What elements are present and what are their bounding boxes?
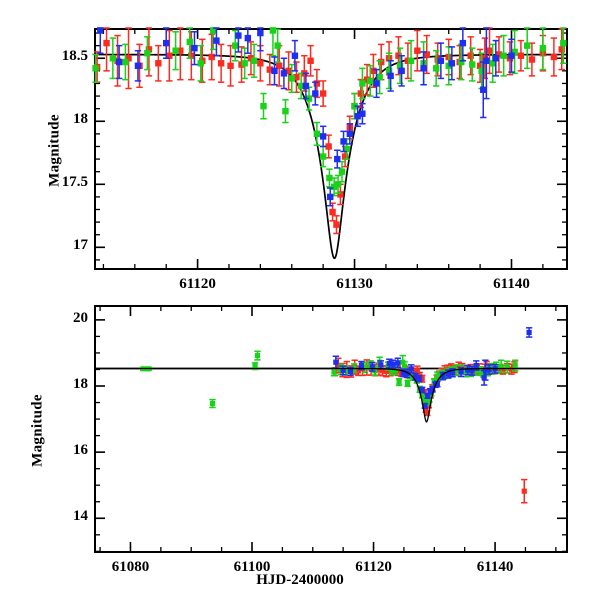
y-tick-label-14: 14 — [73, 508, 88, 525]
y-tick-label-16: 16 — [73, 442, 88, 459]
x-tick-label-61140: 61140 — [493, 276, 530, 292]
x-tick-label-61080: 61080 — [111, 559, 150, 575]
x-tick-label-61140: 61140 — [476, 559, 514, 575]
y-tick-label-20: 20 — [73, 309, 88, 326]
y-tick-label-17.5: 17.5 — [61, 174, 88, 191]
microlensing-model-curve-overview — [94, 367, 568, 423]
y-tick-label-18.5: 18.5 — [61, 48, 88, 65]
x-tick-label-61100: 61100 — [233, 559, 271, 575]
data-series-red — [331, 357, 528, 504]
bottom-panel-frame — [94, 305, 568, 553]
top-panel-frame — [94, 28, 568, 270]
y-tick-label-18: 18 — [73, 111, 88, 128]
x-tick-label-61120: 61120 — [355, 559, 392, 575]
x-tick-label-61130: 61130 — [336, 276, 373, 292]
data-series-green — [140, 350, 519, 409]
x-axis-title: HJD-2400000 — [256, 572, 344, 588]
y-tick-label-18: 18 — [73, 376, 88, 392]
data-series-blue — [97, 27, 515, 207]
y-tick-label-17: 17 — [73, 237, 88, 254]
x-tick-label-61120: 61120 — [179, 276, 216, 292]
